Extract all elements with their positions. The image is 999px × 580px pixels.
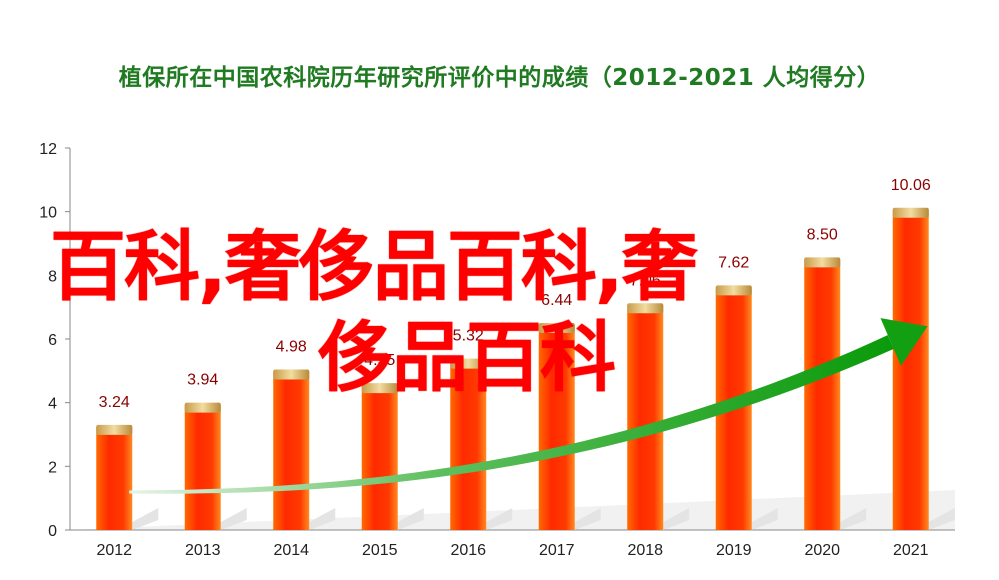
trend-arrow-head <box>880 318 928 366</box>
bar <box>892 209 929 531</box>
bar <box>184 404 221 530</box>
y-tick-label: 4 <box>48 396 57 413</box>
watermark-overlay-line1: 百科,奢侈品百科,奢 <box>50 222 698 311</box>
y-tick-label: 0 <box>48 523 57 540</box>
y-tick-label: 6 <box>48 332 57 349</box>
bar-cap <box>184 402 221 413</box>
bar <box>804 259 841 530</box>
x-tick-label: 2020 <box>804 542 840 559</box>
bar-shadow <box>309 508 336 530</box>
x-tick-label: 2019 <box>716 542 752 559</box>
data-label: 4.98 <box>276 338 307 355</box>
trend-arrow-shaft <box>129 335 894 494</box>
bar-shadow <box>751 508 778 530</box>
data-label: 3.94 <box>187 372 218 389</box>
bar-shadow <box>132 508 159 530</box>
bar-cap <box>538 322 575 333</box>
data-label: 4.55 <box>364 352 395 369</box>
x-tick-label: 2016 <box>450 542 486 559</box>
bar <box>538 324 575 530</box>
data-label: 7.06 <box>630 272 661 289</box>
bar <box>96 426 133 530</box>
y-tick-label: 12 <box>39 141 57 158</box>
bar-cap <box>96 424 133 435</box>
x-tick-label: 2021 <box>893 542 929 559</box>
data-label: 8.50 <box>807 226 838 243</box>
bar-cap <box>361 383 398 394</box>
data-label: 3.24 <box>99 394 130 411</box>
x-tick-label: 2018 <box>627 542 663 559</box>
data-label: 7.62 <box>718 254 749 271</box>
bar-shadow <box>663 508 690 530</box>
bar <box>361 385 398 530</box>
bar-cap <box>892 207 929 218</box>
bar-shadow <box>220 508 247 530</box>
bar <box>627 305 664 530</box>
x-tick-label: 2015 <box>362 542 398 559</box>
bar <box>450 360 487 530</box>
bar-shadow <box>397 508 424 530</box>
bar-cap <box>450 358 487 369</box>
data-label: 10.06 <box>891 177 931 194</box>
y-tick-label: 2 <box>48 459 57 476</box>
data-label: 6.44 <box>541 292 572 309</box>
x-tick-label: 2013 <box>185 542 221 559</box>
bar-shadow <box>928 508 955 530</box>
bar-shadow <box>574 508 601 530</box>
bar-shadow <box>840 508 867 530</box>
bar-cap <box>804 257 841 268</box>
bar-cap <box>627 303 664 314</box>
bar-shadow <box>486 508 513 530</box>
x-tick-label: 2017 <box>539 542 575 559</box>
bar <box>273 371 310 530</box>
bar-cap <box>273 369 310 380</box>
watermark-overlay-line2: 侈品百科 <box>318 313 616 402</box>
y-tick-label: 10 <box>39 205 57 222</box>
x-tick-label: 2014 <box>273 542 309 559</box>
chart-title: 植保所在中国农科院历年研究所评价中的成绩（2012-2021 人均得分） <box>118 65 881 91</box>
y-tick-label: 8 <box>48 268 57 285</box>
x-tick-label: 2012 <box>96 542 132 559</box>
bar-cap <box>715 285 752 296</box>
data-label: 5.32 <box>453 328 484 345</box>
